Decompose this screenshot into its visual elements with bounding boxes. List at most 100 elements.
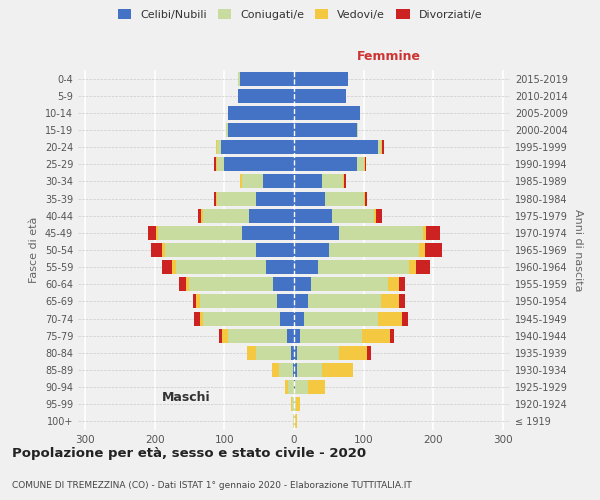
Bar (216, 192, 217, 205)
Bar (263, 174, 294, 188)
Bar (294, 328, 299, 342)
Bar (364, 192, 365, 205)
Bar (294, 106, 360, 120)
Bar (216, 140, 217, 154)
Bar (203, 312, 280, 326)
Bar (398, 278, 406, 291)
Bar (278, 363, 293, 377)
Bar (367, 346, 371, 360)
Bar (228, 328, 287, 342)
Bar (289, 380, 294, 394)
Bar (377, 140, 381, 154)
Bar (311, 278, 388, 291)
Bar (161, 260, 172, 274)
Bar (388, 278, 398, 291)
Bar (402, 312, 407, 326)
Bar (398, 294, 406, 308)
Bar (190, 278, 273, 291)
Bar (290, 398, 292, 411)
Bar (296, 398, 299, 411)
Bar (299, 328, 362, 342)
Bar (216, 158, 217, 172)
Bar (293, 414, 294, 428)
Bar (294, 260, 319, 274)
Bar (247, 346, 256, 360)
Bar (427, 226, 440, 240)
Bar (161, 243, 165, 257)
Bar (241, 174, 242, 188)
Bar (238, 72, 239, 86)
Bar (365, 158, 367, 172)
Bar (277, 294, 294, 308)
Bar (217, 192, 256, 205)
Bar (249, 208, 294, 222)
Bar (200, 312, 203, 326)
Text: COMUNE DI TREMEZZINA (CO) - Dati ISTAT 1° gennaio 2020 - Elaborazione TUTTITALIA: COMUNE DI TREMEZZINA (CO) - Dati ISTAT 1… (12, 480, 412, 490)
Bar (256, 346, 290, 360)
Bar (256, 243, 294, 257)
Bar (362, 328, 390, 342)
Bar (242, 226, 294, 240)
Bar (226, 123, 228, 137)
Bar (158, 226, 242, 240)
Bar (198, 208, 202, 222)
Bar (332, 208, 374, 222)
Bar (376, 208, 382, 222)
Bar (294, 294, 308, 308)
Bar (290, 346, 294, 360)
Bar (200, 294, 277, 308)
Bar (294, 243, 329, 257)
Bar (381, 140, 382, 154)
Bar (273, 278, 294, 291)
Bar (409, 260, 416, 274)
Bar (294, 226, 339, 240)
Bar (294, 158, 357, 172)
Bar (242, 174, 263, 188)
Bar (293, 363, 294, 377)
Bar (343, 174, 344, 188)
Bar (294, 380, 295, 394)
Y-axis label: Anni di nascita: Anni di nascita (573, 209, 583, 291)
Bar (292, 398, 294, 411)
Bar (194, 312, 200, 326)
Bar (221, 140, 294, 154)
Bar (308, 294, 381, 308)
Bar (294, 192, 325, 205)
Bar (186, 278, 190, 291)
Bar (238, 88, 294, 102)
Bar (382, 140, 384, 154)
Bar (294, 363, 298, 377)
Bar (357, 158, 364, 172)
Bar (172, 260, 176, 274)
Bar (224, 158, 294, 172)
Bar (294, 398, 296, 411)
Bar (357, 123, 358, 137)
Bar (298, 363, 322, 377)
Bar (156, 226, 158, 240)
Bar (298, 346, 339, 360)
Text: Popolazione per età, sesso e stato civile - 2020: Popolazione per età, sesso e stato civil… (12, 448, 366, 460)
Bar (228, 106, 294, 120)
Bar (222, 328, 228, 342)
Bar (294, 346, 298, 360)
Bar (419, 243, 425, 257)
Bar (202, 208, 203, 222)
Bar (364, 158, 365, 172)
Bar (295, 414, 297, 428)
Bar (266, 260, 294, 274)
Bar (344, 174, 346, 188)
Bar (322, 174, 343, 188)
Bar (239, 72, 294, 86)
Bar (165, 243, 256, 257)
Bar (272, 363, 278, 377)
Text: Femmine: Femmine (357, 50, 421, 63)
Bar (294, 312, 304, 326)
Bar (294, 174, 322, 188)
Bar (304, 312, 377, 326)
Bar (319, 260, 409, 274)
Bar (423, 226, 427, 240)
Bar (339, 346, 367, 360)
Bar (280, 312, 294, 326)
Bar (425, 243, 442, 257)
Bar (294, 72, 349, 86)
